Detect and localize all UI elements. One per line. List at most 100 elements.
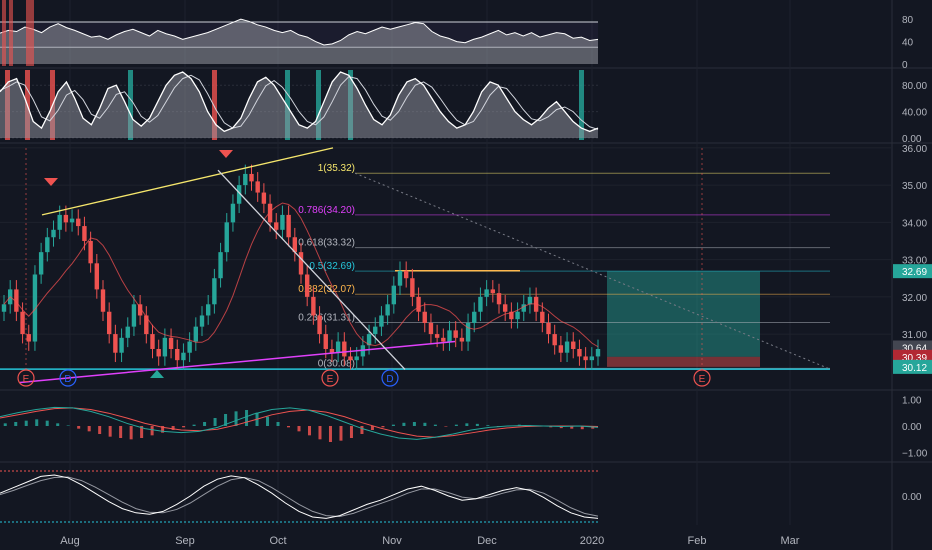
event-marker-label: E — [327, 374, 334, 385]
fib-level-label: 1(35.32) — [318, 163, 355, 174]
candle-body — [453, 330, 458, 338]
x-tick-label: Aug — [60, 535, 80, 547]
candle-body — [255, 181, 260, 193]
macd-histogram-bar — [433, 424, 437, 426]
price-axis-label-bg — [893, 359, 932, 374]
rsi-line — [0, 18, 599, 46]
stoch-signal-bar — [212, 70, 217, 140]
macd-histogram-bar — [87, 426, 91, 432]
candle-body — [69, 218, 75, 223]
candle-body — [57, 214, 62, 230]
macd-histogram-bar — [119, 426, 123, 438]
candle-body — [230, 203, 236, 223]
candle-body — [571, 341, 576, 349]
macd-histogram-bar — [35, 419, 39, 426]
x-tick-label: Oct — [269, 535, 286, 547]
candle-body — [168, 337, 174, 349]
stochastic-pane — [0, 70, 599, 140]
candle-body — [459, 337, 465, 342]
candle-body — [218, 252, 223, 279]
candle-body — [193, 326, 199, 342]
candle-body — [509, 311, 514, 320]
candle-body — [32, 274, 38, 342]
macd-histogram-bar — [77, 426, 81, 429]
candle-body — [317, 315, 322, 335]
candle-body — [100, 289, 106, 312]
candle-body — [175, 348, 180, 361]
candle-body — [304, 274, 310, 297]
macd-histogram-bar — [580, 426, 584, 430]
candle-body — [20, 311, 25, 335]
osc-slow-line — [0, 476, 599, 517]
candle-body — [82, 226, 87, 241]
price-axis-label: 30.64 — [902, 343, 927, 354]
price-axis-label-bg — [893, 264, 932, 279]
candle-body — [162, 337, 168, 357]
macd-histogram-bar — [45, 420, 49, 426]
event-marker-label: D — [64, 374, 71, 385]
buy-arrow — [150, 370, 164, 378]
fib-level-label: 0.618(33.32) — [298, 238, 355, 249]
candle-body — [286, 214, 291, 238]
macd-histogram-bar — [56, 423, 60, 426]
rsi-signal-bar — [26, 0, 30, 66]
price-tick-label: 31.00 — [902, 330, 927, 341]
macd-histogram-bar — [360, 426, 364, 434]
candle-body — [156, 348, 161, 357]
position-loss-zone — [607, 356, 760, 367]
macd-tick-label: −1.00 — [902, 449, 928, 460]
candle-body — [63, 214, 69, 223]
price-tick-label: 32.00 — [902, 293, 927, 304]
macd-histogram-bar — [570, 426, 574, 429]
candle-body — [212, 278, 217, 305]
candle-body — [348, 356, 353, 361]
macd-histogram-bar — [349, 426, 353, 438]
macd-histogram-bar — [475, 423, 479, 426]
fib-level-label: 0.786(34.20) — [298, 205, 355, 216]
macd-histogram-bar — [287, 426, 291, 428]
macd-histogram-bar — [465, 423, 469, 426]
macd-histogram-bar — [444, 426, 448, 427]
macd-histogram-bar — [486, 425, 490, 426]
candle-body — [125, 326, 130, 338]
candle-body — [434, 334, 440, 338]
candle-body — [205, 304, 211, 316]
candle-body — [267, 203, 273, 223]
macd-histogram-bar — [24, 420, 28, 426]
descending-trendline — [217, 169, 406, 370]
candle-body — [131, 304, 137, 327]
candle-body — [373, 326, 378, 335]
event-marker-circle — [381, 369, 399, 387]
x-tick-label: Nov — [382, 535, 402, 547]
macd-histogram-bar — [307, 426, 311, 436]
macd-histogram-bar — [161, 426, 165, 433]
macd-histogram-bar — [412, 422, 416, 426]
macd-histogram-bar — [391, 424, 395, 426]
stoch-tick-label: 80.00 — [902, 81, 927, 92]
rsi-signal-bar — [2, 0, 6, 66]
price-pane[interactable]: 1(35.32) 0.786(34.20) 0.618(33.32) 0.5(32.6… — [0, 147, 831, 387]
osc-fast-line — [0, 474, 599, 519]
candle-body — [465, 322, 471, 342]
macd-histogram-bar — [66, 425, 70, 426]
candle-body — [546, 322, 551, 335]
price-tick-label: 35.00 — [902, 181, 927, 192]
candle-body — [236, 185, 242, 204]
candle-body — [323, 334, 328, 349]
stoch-signal-bar — [579, 70, 584, 140]
macd-histogram-bar — [98, 426, 102, 434]
candle-body — [94, 263, 100, 290]
sell-arrow — [219, 150, 233, 158]
candle-body — [428, 322, 434, 335]
macd-histogram-bar — [182, 426, 186, 428]
macd-tick-label: 1.00 — [902, 395, 922, 406]
candle-body — [391, 285, 397, 305]
position-profit-zone — [607, 271, 760, 357]
macd-histogram-bar — [339, 426, 343, 441]
macd-histogram-bar — [150, 426, 154, 436]
stoch-d-line — [0, 74, 599, 130]
candle-body — [14, 289, 19, 312]
fib-level-label: 0.382(32.07) — [298, 284, 355, 295]
macd-histogram-bar — [276, 422, 280, 426]
